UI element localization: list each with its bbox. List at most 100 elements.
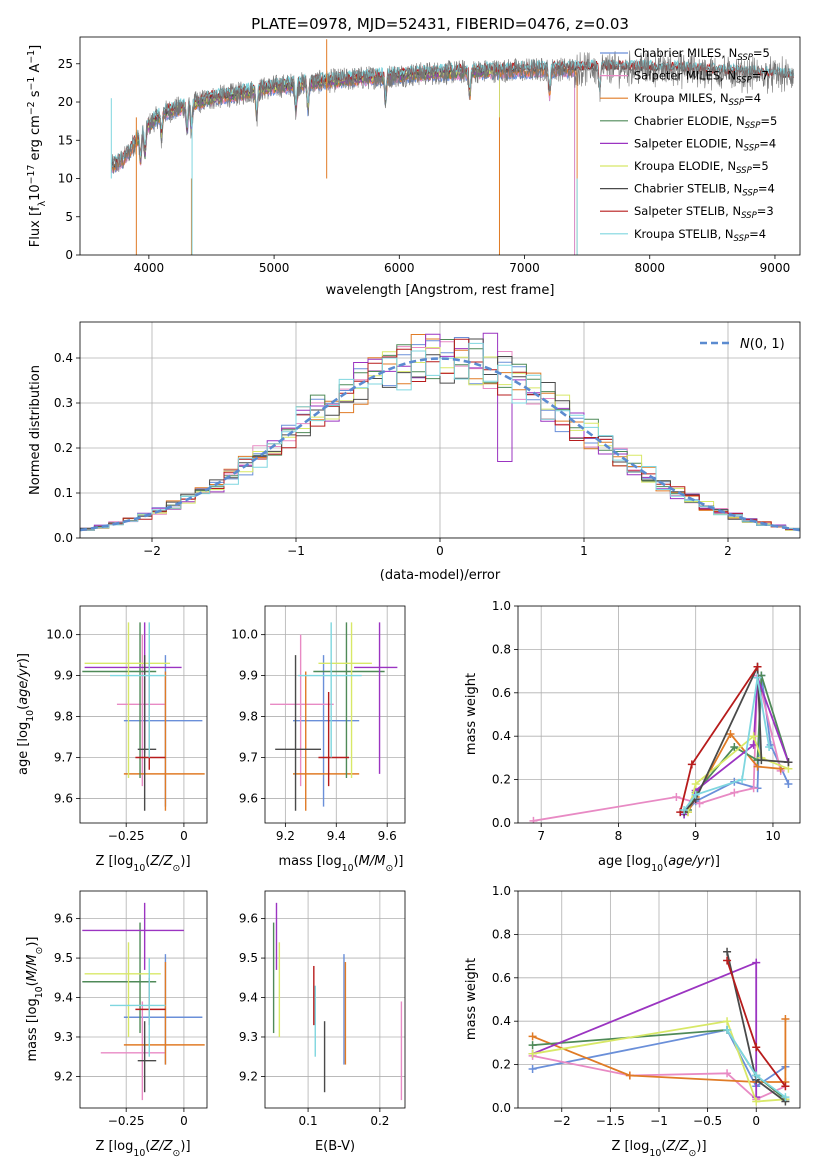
histogram-axes-ytick-label: 0.3 bbox=[54, 396, 73, 410]
legend-entry: Kroupa STELIB, NSSP=4 bbox=[634, 227, 766, 244]
legend-entry: Chabrier STELIB, NSSP=4 bbox=[634, 182, 775, 199]
model-spectrum-line bbox=[135, 64, 500, 255]
weight-metallicity-axes-marker bbox=[528, 1032, 537, 1041]
weight-age-axes-marker bbox=[753, 662, 762, 671]
mass-metallicity-xlabel: Z [log10(Z/Z⊙)] bbox=[95, 1139, 190, 1159]
weight-age-axes-marker bbox=[749, 732, 758, 741]
spectrum-axes-plot-area bbox=[110, 39, 795, 255]
histogram-xlabel: (data-model)/error bbox=[380, 568, 501, 583]
age-metallicity-axes-ytick-label: 9.7 bbox=[54, 750, 73, 764]
age-mass-axes-ytick-label: 9.7 bbox=[239, 750, 258, 764]
spectrum-axes-xtick-label: 5000 bbox=[259, 261, 290, 275]
weight-metallicity-axes-marker bbox=[723, 1025, 732, 1034]
age-mass-axes-ytick-label: 9.8 bbox=[239, 710, 258, 724]
histogram-axes-ytick-label: 0.4 bbox=[54, 351, 73, 365]
figure-title: PLATE=0978, MJD=52431, FIBERID=0476, z=0… bbox=[251, 15, 629, 33]
weight-age-axes-marker bbox=[738, 775, 747, 784]
age-metallicity-axes-point bbox=[84, 622, 182, 754]
mass-metallicity-axes-point bbox=[123, 962, 205, 1065]
weight-age-axes-frame bbox=[517, 605, 801, 824]
mass-metallicity-axes-point bbox=[100, 1001, 166, 1101]
age-metallicity-axes: −0.25 0 9.6 9.7 9.8 9.9 10.0 Z [log10(Z/Z⊙)] age… bbox=[16, 605, 208, 874]
model-spectrum-line bbox=[110, 68, 576, 255]
mass-extinction-axes-ytick-label: 9.3 bbox=[239, 1030, 258, 1044]
legend-entry: Chabrier MILES, NSSP=5 bbox=[634, 46, 770, 63]
spectrum-xlabel: wavelength [Angstrom, rest frame] bbox=[326, 283, 555, 298]
mass-metallicity-axes-point bbox=[84, 942, 161, 1037]
mass-metallicity-axes-xtick-label: 0 bbox=[180, 1114, 188, 1128]
weight-metallicity-axes-marker bbox=[752, 958, 761, 967]
mass-metallicity-axes-ytick-label: 9.5 bbox=[54, 951, 73, 965]
mass-extinction-axes-grid bbox=[265, 891, 405, 1108]
mass-metallicity-axes-point bbox=[82, 902, 184, 970]
weight-age-axes-marker bbox=[757, 756, 766, 765]
mass-metallicity-axes-point bbox=[110, 958, 166, 1057]
weight-age-axes-marker bbox=[691, 790, 700, 799]
normal-curve-line bbox=[80, 357, 800, 532]
spectrum-axes-xtick-label: 9000 bbox=[760, 261, 791, 275]
spectrum-axes-ytick-label: 25 bbox=[58, 57, 73, 71]
weight-metallicity-axes-ytick-label: 1.0 bbox=[492, 884, 511, 898]
weight-age-axes-ytick-label: 0.6 bbox=[492, 686, 511, 700]
age-mass-axes-point bbox=[293, 671, 360, 811]
age-mass-axes-point bbox=[318, 691, 349, 787]
weight-metallicity-axes-ytick-label: 0.2 bbox=[492, 1058, 511, 1072]
weight-age-axes-marker bbox=[691, 779, 700, 788]
weight-metallicity-axes-series bbox=[723, 1025, 790, 1102]
age-mass-axes-plot-area bbox=[265, 606, 405, 823]
spectrum-legend: Chabrier MILES, NSSP=5 Salpeter MILES, NS… bbox=[600, 46, 777, 244]
model-spectrum-line bbox=[136, 67, 500, 255]
weight-age-xlabel: age [log10(age/yr)] bbox=[598, 854, 720, 874]
spectrum-axes-ytick-label: 5 bbox=[65, 210, 73, 224]
histogram-axes-ytick-label: 0.2 bbox=[54, 441, 73, 455]
age-mass-axes-xtick-label: 9.2 bbox=[276, 829, 295, 843]
mass-extinction-axes-xtick-label: 0.2 bbox=[370, 1114, 389, 1128]
weight-metallicity-axes-marker bbox=[781, 1015, 790, 1024]
spectrum-axes-xtick-label: 4000 bbox=[134, 261, 165, 275]
weight-metallicity-axes-xtick-label: −1.5 bbox=[596, 1114, 625, 1128]
age-mass-axes-ytick-label: 9.9 bbox=[239, 669, 258, 683]
model-spectrum-line bbox=[110, 67, 576, 255]
age-metallicity-axes-ytick-label: 9.9 bbox=[54, 669, 73, 683]
mass-extinction-axes-ytick-label: 9.5 bbox=[239, 951, 258, 965]
weight-age-axes: 7 8 9 10 0.0 0.2 0.4 0.6 0.8 1.0 age [log10(age/yr… bbox=[464, 599, 801, 874]
weight-metallicity-axes-plot-area bbox=[518, 891, 800, 1108]
mass-metallicity-axes-ytick-label: 9.4 bbox=[54, 991, 73, 1005]
weight-age-axes-marker bbox=[765, 743, 774, 752]
mass-metallicity-axes-ytick-label: 9.2 bbox=[54, 1069, 73, 1083]
weight-age-axes-marker bbox=[672, 792, 681, 801]
weight-age-axes-ytick-label: 0.8 bbox=[492, 642, 511, 656]
age-mass-axes-frame bbox=[264, 605, 406, 824]
weight-metallicity-axes-marker bbox=[528, 1049, 537, 1058]
age-mass-axes-point bbox=[313, 622, 385, 778]
weight-age-axes-xtick-label: 10 bbox=[765, 829, 780, 843]
weight-metallicity-axes-marker bbox=[752, 1071, 761, 1080]
weight-age-axes-series bbox=[676, 662, 762, 817]
histogram-axes-ytick-label: 0.1 bbox=[54, 486, 73, 500]
histogram-axes-xtick-label: −1 bbox=[287, 544, 305, 558]
weight-metallicity-axes-marker bbox=[781, 1093, 790, 1102]
mass-extinction-axes-xtick-label: 0.1 bbox=[299, 1114, 318, 1128]
age-metallicity-axes-point bbox=[123, 671, 205, 811]
mass-metallicity-axes-frame bbox=[79, 890, 208, 1109]
mass-extinction-axes-plot-area bbox=[265, 891, 405, 1108]
mass-extinction-axes-ytick-label: 9.6 bbox=[239, 912, 258, 926]
legend-entry: Kroupa ELODIE, NSSP=5 bbox=[634, 159, 769, 176]
weight-age-axes-marker bbox=[695, 799, 704, 808]
weight-metallicity-axes-marker bbox=[528, 1041, 537, 1050]
weight-age-axes-ytick-label: 0.2 bbox=[492, 773, 511, 787]
weight-metallicity-axes-series bbox=[723, 956, 790, 1091]
mass-extinction-axes-ytick-label: 9.2 bbox=[239, 1069, 258, 1083]
weight-metallicity-axes-series bbox=[723, 947, 790, 1106]
weight-metallicity-axes-ytick-label: 0.4 bbox=[492, 1014, 511, 1028]
weight-metallicity-axes-xtick-label: −0.5 bbox=[693, 1114, 722, 1128]
age-mass-axes: 9.2 9.4 9.6 9.6 9.7 9.8 9.9 10.0 mass [log10(M/M… bbox=[231, 605, 406, 874]
weight-age-axes-marker bbox=[749, 784, 758, 793]
weight-metallicity-ylabel: mass weight bbox=[464, 958, 479, 1040]
age-mass-axes-point bbox=[318, 622, 372, 778]
weight-metallicity-axes-marker bbox=[723, 1017, 732, 1026]
age-mass-axes-grid bbox=[265, 606, 405, 823]
age-metallicity-axes-point bbox=[84, 622, 171, 778]
weight-age-axes-xtick-label: 8 bbox=[615, 829, 623, 843]
